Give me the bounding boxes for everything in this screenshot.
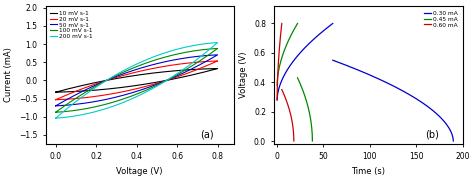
Line: 0.60 mA: 0.60 mA xyxy=(277,23,282,100)
20 mV s-1 xyxy=(131,88,137,91)
Legend: 0.30 mA, 0.45 mA, 0.60 mA: 0.30 mA, 0.45 mA, 0.60 mA xyxy=(423,9,460,29)
0.60 mA xyxy=(277,40,283,43)
Line: 100 mV s-1: 100 mV s-1 xyxy=(55,48,218,112)
100 mV s-1 xyxy=(131,94,137,96)
0.30 mA xyxy=(274,95,280,98)
0.30 mA xyxy=(321,29,327,31)
100 mV s-1 xyxy=(180,70,185,73)
0.30 mA xyxy=(325,26,330,29)
200 mV s-1 xyxy=(53,117,58,119)
0.30 mA xyxy=(274,99,280,101)
100 mV s-1 xyxy=(53,111,58,113)
100 mV s-1 xyxy=(73,97,78,100)
10 mV s-1 xyxy=(98,89,103,91)
200 mV s-1 xyxy=(98,109,103,111)
0.45 mA xyxy=(287,37,292,39)
0.60 mA xyxy=(278,29,284,31)
0.30 mA xyxy=(330,22,336,24)
200 mV s-1 xyxy=(180,69,185,71)
200 mV s-1 xyxy=(131,97,137,99)
Y-axis label: Current (mA): Current (mA) xyxy=(4,48,13,102)
0.45 mA xyxy=(274,81,280,84)
0.60 mA xyxy=(277,42,283,44)
10 mV s-1 xyxy=(53,91,58,93)
20 mV s-1 xyxy=(180,74,185,76)
200 mV s-1 xyxy=(170,75,176,77)
50 mV s-1 xyxy=(180,72,185,74)
200 mV s-1 xyxy=(53,117,58,119)
Line: 10 mV s-1: 10 mV s-1 xyxy=(55,69,218,92)
0.30 mA xyxy=(308,41,313,44)
0.60 mA xyxy=(274,95,280,98)
0.60 mA xyxy=(279,22,284,24)
Text: (b): (b) xyxy=(425,129,439,139)
0.30 mA xyxy=(309,40,314,43)
10 mV s-1 xyxy=(53,91,58,93)
200 mV s-1 xyxy=(73,101,78,103)
20 mV s-1 xyxy=(215,60,220,62)
10 mV s-1 xyxy=(131,85,137,87)
100 mV s-1 xyxy=(188,65,194,68)
50 mV s-1 xyxy=(170,77,176,79)
200 mV s-1 xyxy=(188,63,194,65)
10 mV s-1 xyxy=(188,74,194,76)
10 mV s-1 xyxy=(180,76,185,78)
Line: 50 mV s-1: 50 mV s-1 xyxy=(55,55,218,106)
0.60 mA xyxy=(279,26,284,29)
20 mV s-1 xyxy=(170,77,176,79)
20 mV s-1 xyxy=(98,95,103,97)
0.45 mA xyxy=(293,26,299,28)
Text: (a): (a) xyxy=(200,129,213,139)
20 mV s-1 xyxy=(53,99,58,101)
50 mV s-1 xyxy=(98,100,103,102)
0.45 mA xyxy=(292,28,297,30)
50 mV s-1 xyxy=(73,94,78,96)
10 mV s-1 xyxy=(170,78,176,80)
100 mV s-1 xyxy=(98,105,103,107)
50 mV s-1 xyxy=(131,91,137,93)
Legend: 10 mV s-1, 20 mV s-1, 50 mV s-1, 100 mV s-1, 200 mV s-1: 10 mV s-1, 20 mV s-1, 50 mV s-1, 100 mV … xyxy=(48,9,94,41)
X-axis label: Time (s): Time (s) xyxy=(351,167,385,176)
100 mV s-1 xyxy=(53,111,58,113)
10 mV s-1 xyxy=(73,86,78,88)
X-axis label: Voltage (V): Voltage (V) xyxy=(117,167,163,176)
0.60 mA xyxy=(274,99,280,101)
100 mV s-1 xyxy=(170,76,176,78)
20 mV s-1 xyxy=(53,99,58,101)
Line: 0.30 mA: 0.30 mA xyxy=(277,23,333,100)
50 mV s-1 xyxy=(215,54,220,56)
Y-axis label: Voltage (V): Voltage (V) xyxy=(239,52,248,98)
10 mV s-1 xyxy=(215,68,220,70)
0.45 mA xyxy=(286,38,292,40)
Line: 0.45 mA: 0.45 mA xyxy=(277,23,298,85)
Line: 200 mV s-1: 200 mV s-1 xyxy=(55,42,218,118)
0.60 mA xyxy=(277,41,283,44)
200 mV s-1 xyxy=(215,41,220,44)
20 mV s-1 xyxy=(73,90,78,93)
0.45 mA xyxy=(274,84,280,86)
50 mV s-1 xyxy=(53,105,58,107)
0.30 mA xyxy=(307,42,313,44)
20 mV s-1 xyxy=(188,71,194,73)
Line: 20 mV s-1: 20 mV s-1 xyxy=(55,61,218,100)
100 mV s-1 xyxy=(215,47,220,50)
50 mV s-1 xyxy=(53,105,58,107)
0.45 mA xyxy=(286,38,292,40)
0.45 mA xyxy=(295,22,301,24)
50 mV s-1 xyxy=(188,68,194,70)
